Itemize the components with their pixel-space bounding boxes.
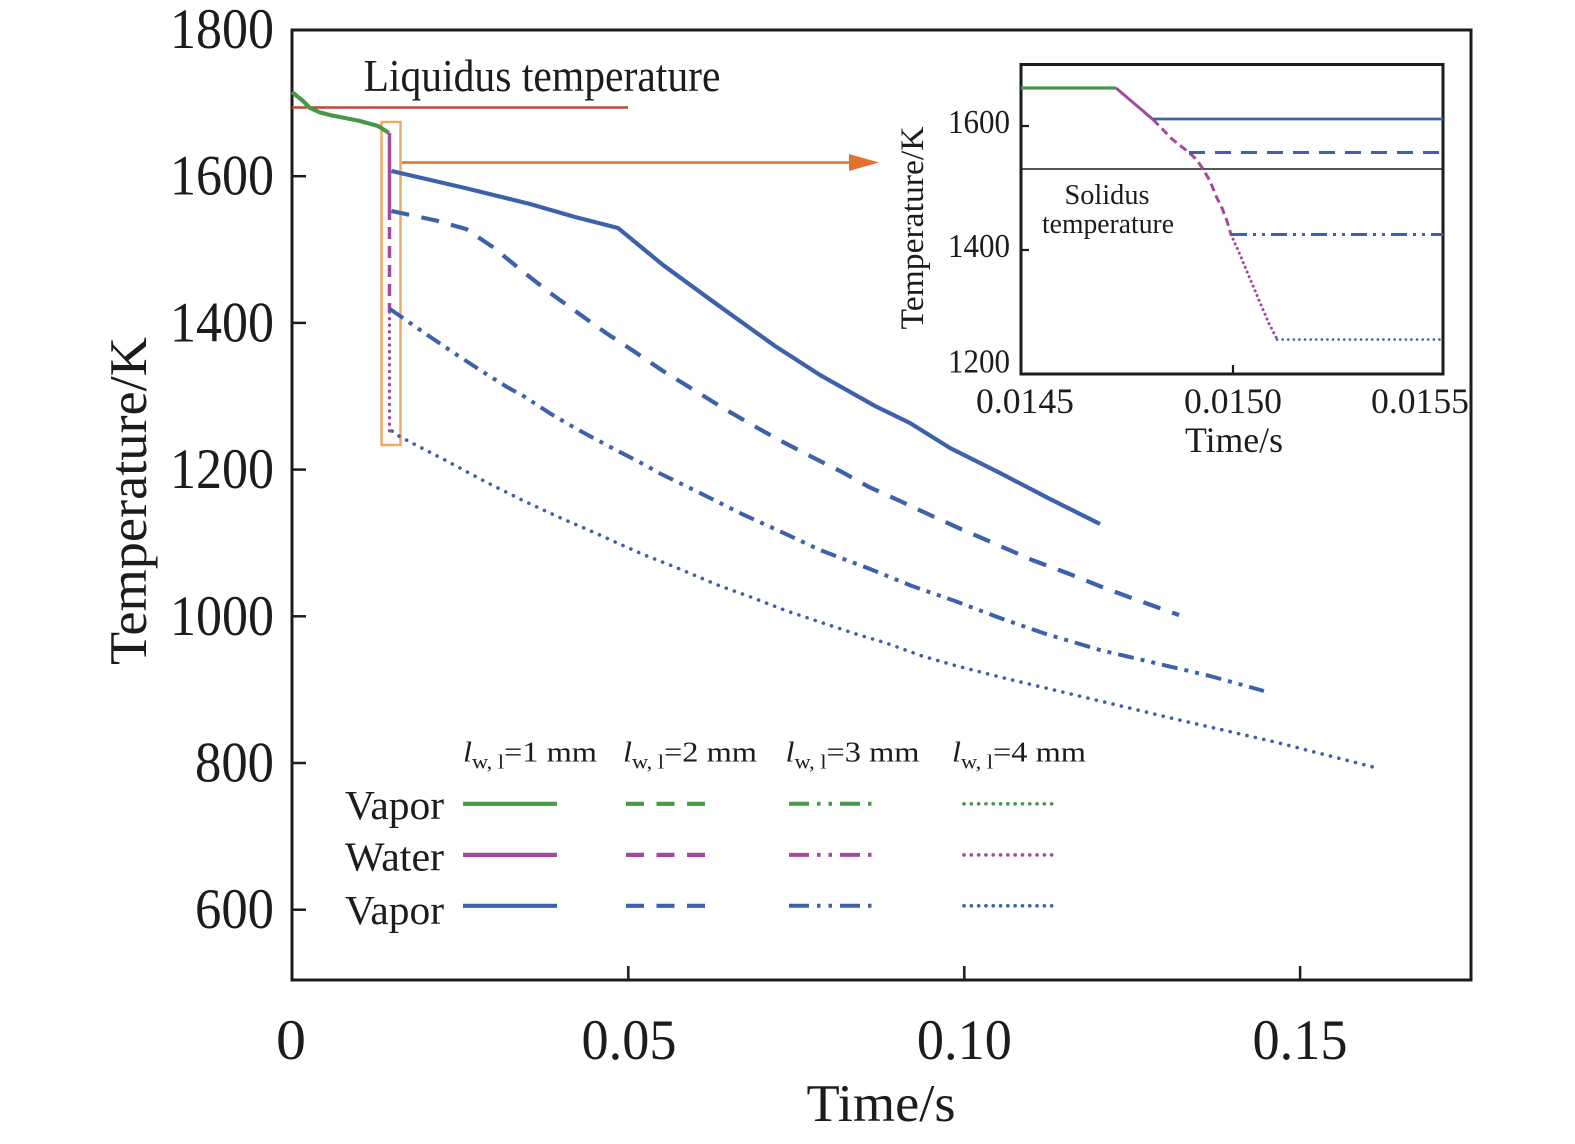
svg-text:1400: 1400 bbox=[170, 291, 274, 354]
svg-text:Temperature/K: Temperature/K bbox=[100, 337, 158, 665]
svg-text:Water: Water bbox=[345, 833, 444, 879]
svg-text:Temperature/K: Temperature/K bbox=[895, 126, 931, 329]
svg-text:1200: 1200 bbox=[948, 344, 1010, 381]
svg-text:lw, l=3 mm: lw, l =3 mm bbox=[786, 737, 920, 774]
svg-text:0.0150: 0.0150 bbox=[1184, 381, 1282, 421]
svg-text:Liquidus temperature: Liquidus temperature bbox=[364, 51, 721, 101]
svg-text:lw, l=1 mm: lw, l =1 mm bbox=[463, 737, 597, 774]
svg-text:800: 800 bbox=[195, 732, 274, 795]
svg-text:Time/s: Time/s bbox=[1185, 420, 1283, 460]
svg-text:0: 0 bbox=[276, 1009, 306, 1072]
svg-text:Vapor: Vapor bbox=[345, 782, 444, 828]
svg-text:1200: 1200 bbox=[170, 438, 274, 501]
svg-text:Time/s: Time/s bbox=[807, 1075, 956, 1133]
svg-text:0.10: 0.10 bbox=[917, 1009, 1012, 1072]
svg-text:0.05: 0.05 bbox=[582, 1009, 677, 1072]
svg-text:temperature: temperature bbox=[1042, 209, 1174, 240]
svg-text:Vapor: Vapor bbox=[345, 887, 444, 933]
svg-text:1400: 1400 bbox=[948, 228, 1010, 265]
svg-text:0.0145: 0.0145 bbox=[976, 381, 1074, 421]
svg-text:1800: 1800 bbox=[170, 0, 274, 61]
svg-text:1000: 1000 bbox=[170, 585, 274, 648]
svg-text:Solidus: Solidus bbox=[1065, 180, 1150, 211]
svg-text:lw, l=2 mm: lw, l =2 mm bbox=[623, 737, 757, 774]
svg-text:lw, l=4 mm: lw, l =4 mm bbox=[952, 737, 1086, 774]
svg-text:1600: 1600 bbox=[170, 145, 274, 208]
svg-text:600: 600 bbox=[195, 878, 274, 941]
svg-text:0.15: 0.15 bbox=[1253, 1009, 1348, 1072]
svg-text:1600: 1600 bbox=[948, 104, 1010, 141]
svg-text:0.0155: 0.0155 bbox=[1371, 381, 1469, 421]
